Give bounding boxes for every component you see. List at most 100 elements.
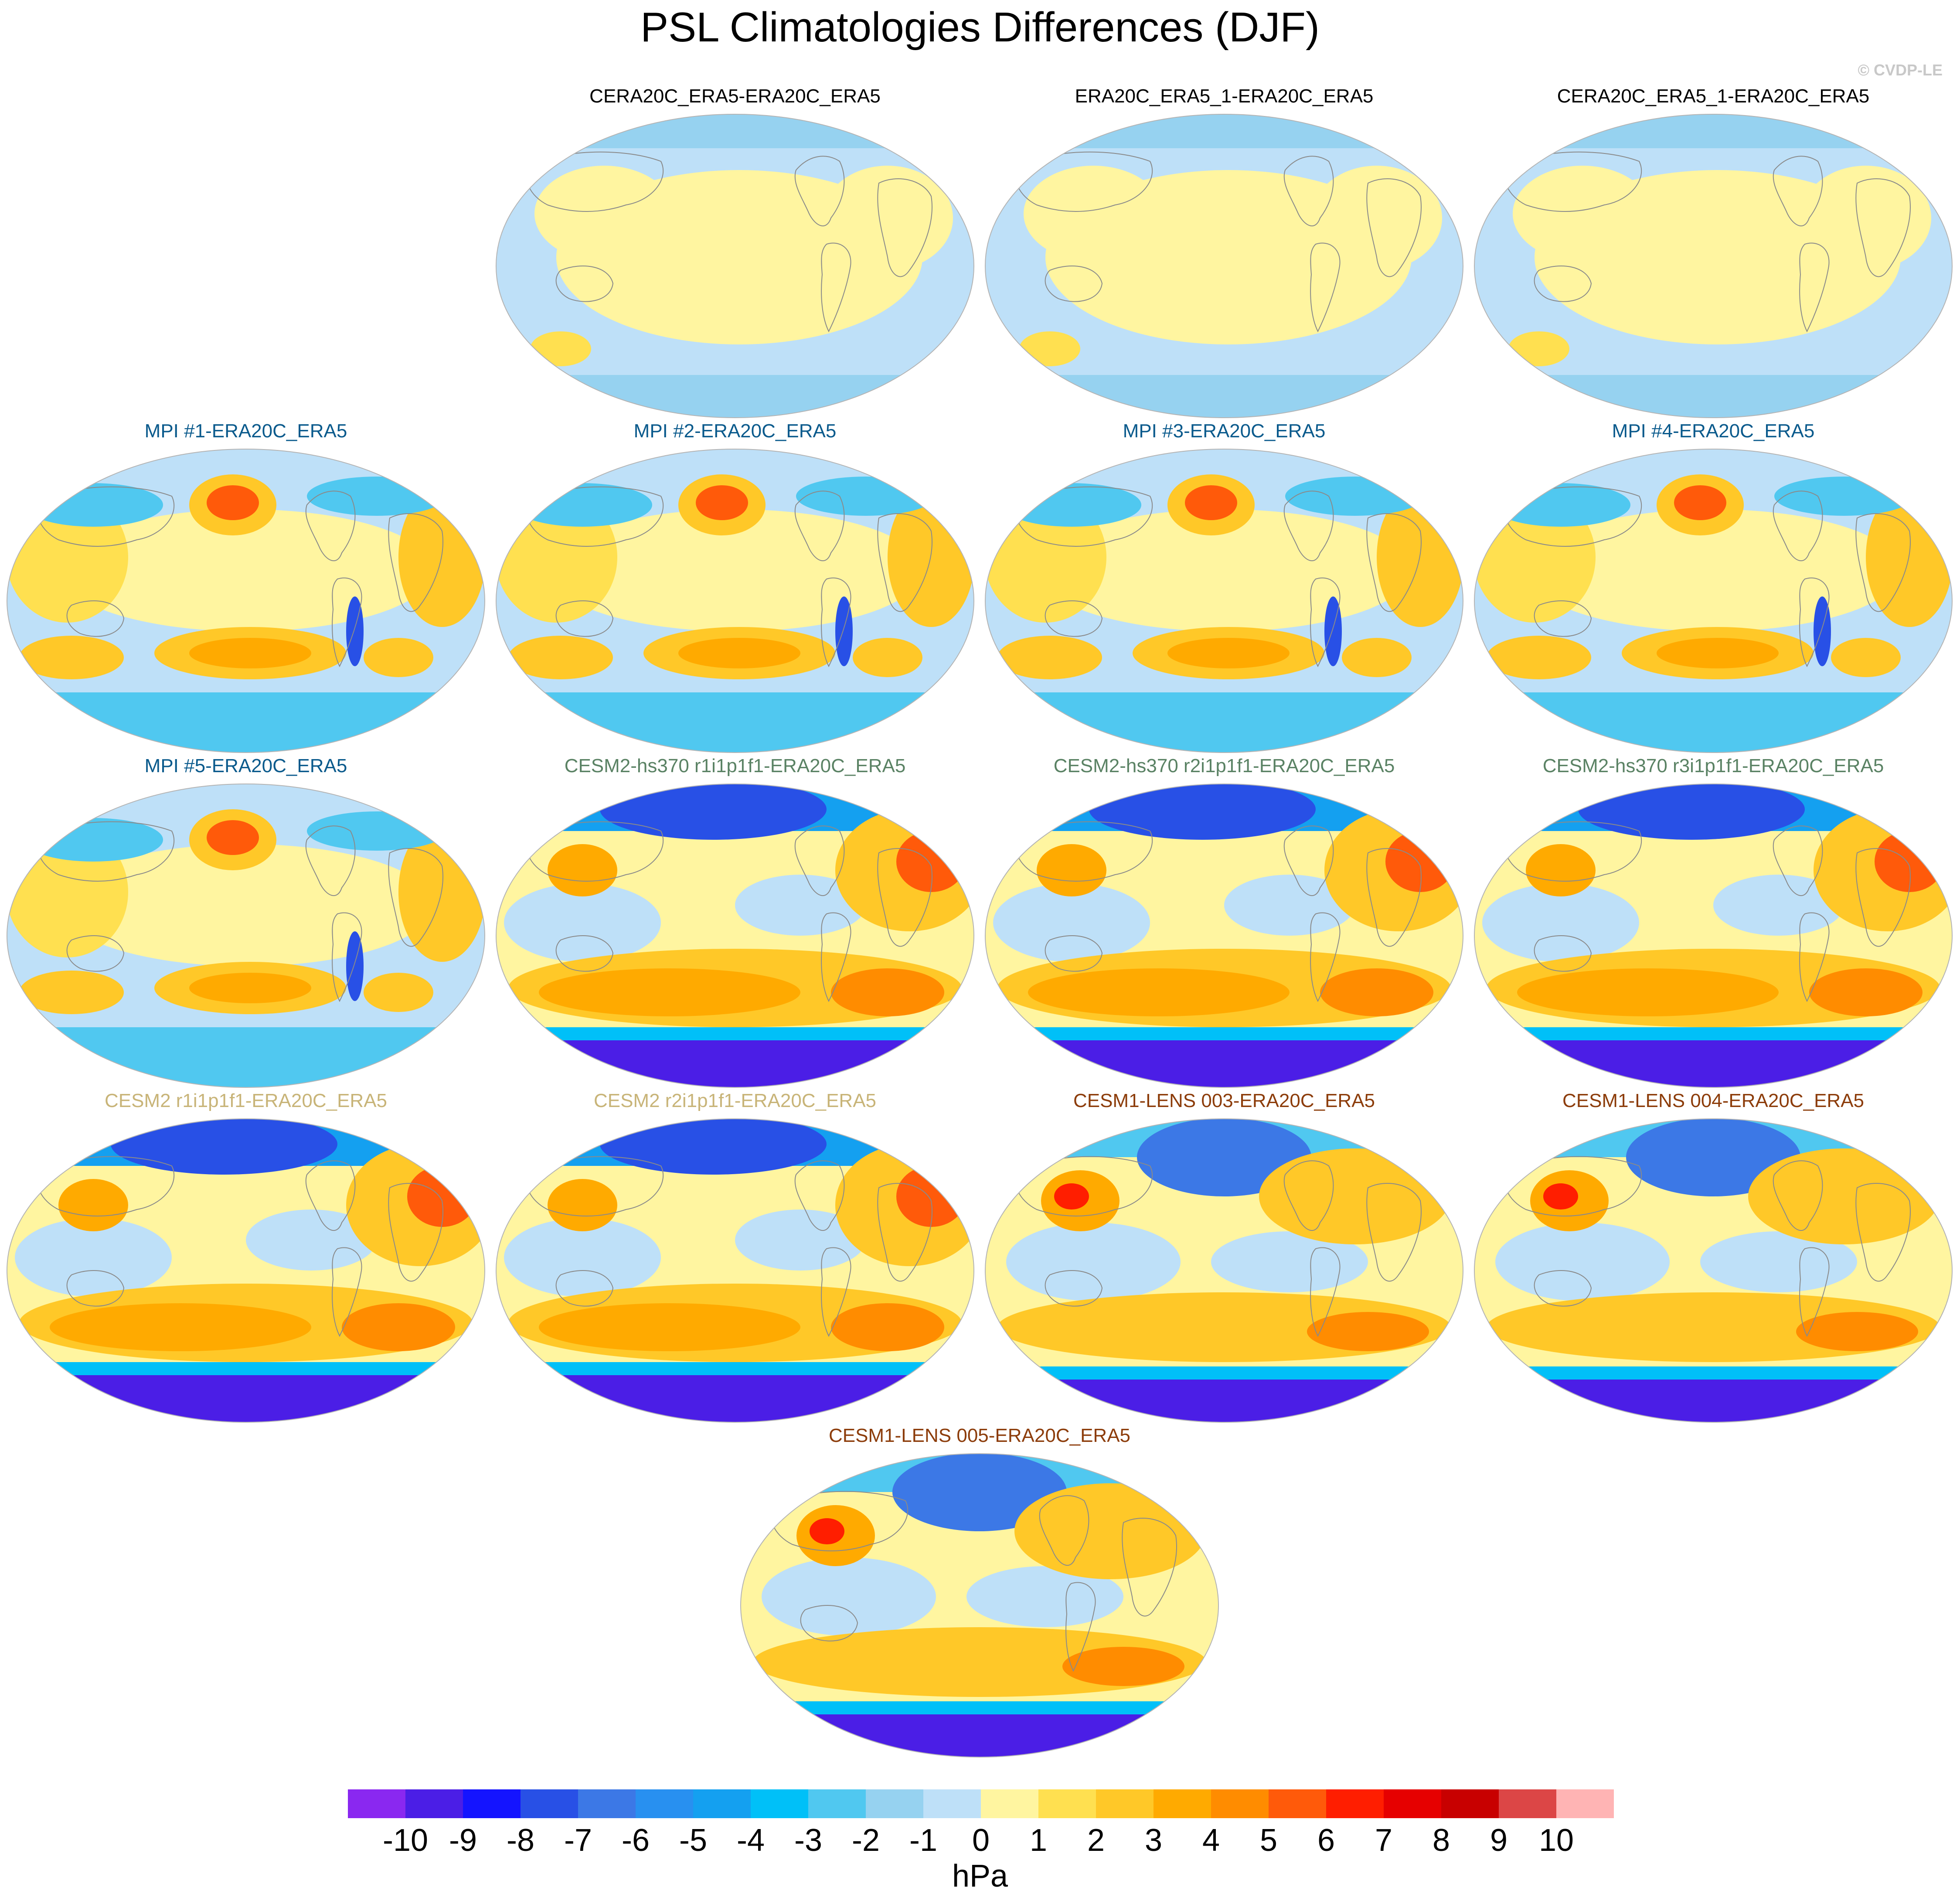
field-positive-region [1800, 166, 1931, 270]
field-negative-region [504, 883, 661, 962]
coastline [877, 178, 932, 277]
field-band-south [7, 692, 485, 753]
coastline [555, 600, 614, 637]
panel-title: MPI #3-ERA20C_ERA5 [1123, 420, 1326, 442]
field-strong-positive [696, 485, 748, 520]
coastline [1310, 577, 1341, 668]
field-positive-region [1487, 636, 1591, 679]
field-negative-region [1224, 875, 1355, 936]
field-band-transition [7, 1362, 485, 1375]
psl-difference-map [7, 1118, 485, 1423]
field-strong-positive [810, 1518, 844, 1544]
colorbar-tick-label: 0 [972, 1823, 990, 1858]
coastline [305, 825, 356, 896]
map-panel-cesm1-lens-003: CESM1-LENS 003-ERA20C_ERA5 [984, 1090, 1464, 1439]
field-negative-region [1089, 784, 1316, 840]
colorbar-tick-label: -6 [621, 1823, 650, 1858]
colorbar-tick-label: 9 [1490, 1823, 1508, 1858]
panel-title: CESM1-LENS 005-ERA20C_ERA5 [828, 1425, 1131, 1446]
map-boundary [985, 449, 1463, 753]
panel-title: CESM2-hs370 r1i1p1f1-ERA20C_ERA5 [564, 755, 906, 777]
field-positive-region [822, 166, 953, 270]
field-band-south [7, 1027, 485, 1087]
field-strong-positive [1185, 485, 1237, 520]
coastline [332, 1247, 362, 1337]
coastline [1283, 825, 1334, 896]
colorbar-tick-label: -7 [564, 1823, 592, 1858]
panel-title: ERA20C_ERA5_1-ERA20C_ERA5 [1075, 85, 1374, 107]
colorbar-swatch [866, 1789, 924, 1818]
coastline [388, 848, 443, 947]
field-positive-core [1167, 638, 1290, 668]
panel-title: CESM2 r1i1p1f1-ERA20C_ERA5 [104, 1090, 388, 1111]
field-negative-region [246, 1209, 377, 1271]
field-band-transition [1474, 1366, 1952, 1380]
coastline [1504, 486, 1642, 547]
coastline [1773, 156, 1823, 227]
field-strong-positive [207, 820, 259, 855]
colorbar-swatch [636, 1789, 694, 1818]
coastline [1015, 821, 1153, 882]
field-band-south [1474, 692, 1952, 753]
coastline [1504, 1156, 1642, 1216]
coastline [821, 577, 851, 668]
field-positive-core [1062, 1647, 1184, 1686]
field-negative-region [307, 811, 446, 851]
colorbar-swatch [463, 1789, 521, 1818]
colorbar-tick-label: -5 [679, 1823, 708, 1858]
map-boundary [1474, 114, 1953, 418]
colorbar [348, 1789, 1614, 1818]
colorbar-tick-label: 1 [1029, 1823, 1048, 1858]
map-boundary [496, 784, 974, 1088]
psl-difference-map [985, 449, 1463, 753]
field-negative-region [1774, 477, 1914, 516]
coastline [66, 935, 125, 972]
panel-title: MPI #2-ERA20C_ERA5 [633, 420, 837, 442]
field-positive-region [1037, 844, 1106, 896]
coastline [332, 577, 362, 668]
field-negative-core [346, 931, 364, 1001]
field-positive-core [1019, 331, 1080, 366]
coastline [1855, 513, 1911, 612]
psl-difference-map [496, 1118, 974, 1423]
map-boundary [1474, 449, 1953, 753]
field-strong-positive [896, 1166, 966, 1227]
map-boundary [985, 784, 1463, 1088]
coastline [821, 1247, 851, 1337]
coastline [1015, 151, 1153, 212]
field-band-south [985, 375, 1463, 418]
coastline [1366, 513, 1422, 612]
coastline [794, 825, 845, 896]
coastline [1310, 1247, 1341, 1337]
colorbar-swatch [1154, 1789, 1211, 1818]
field-positive-region [1014, 1483, 1206, 1579]
field-positive-core [189, 973, 311, 1003]
field-positive-region [364, 638, 433, 677]
map-boundary [7, 449, 485, 753]
field-positive-core [530, 331, 591, 366]
colorbar-tick-label: 8 [1432, 1823, 1450, 1858]
field-negative-region [24, 483, 163, 527]
field-positive-region [548, 509, 922, 631]
map-boundary [740, 1453, 1219, 1758]
coastline [1855, 1183, 1911, 1282]
coastline [37, 821, 175, 882]
field-strong-positive [207, 485, 259, 520]
field-negative-region [1578, 784, 1805, 840]
colorbar-swatch [1269, 1789, 1327, 1818]
panel-title: MPI #5-ERA20C_ERA5 [144, 755, 347, 777]
field-positive-region [1259, 1148, 1451, 1244]
field-positive-core [1320, 968, 1433, 1016]
coastline [555, 1270, 614, 1307]
coastline [1283, 491, 1334, 562]
psl-difference-map [496, 449, 974, 753]
coastline [1799, 912, 1830, 1002]
field-negative-region [307, 477, 446, 516]
psl-difference-map [7, 449, 485, 753]
coastline [1366, 848, 1422, 947]
coastline [1773, 1160, 1823, 1231]
coastline [1045, 266, 1103, 302]
coastline [1122, 1518, 1177, 1617]
coastline [1773, 825, 1823, 896]
coastline [555, 266, 614, 302]
